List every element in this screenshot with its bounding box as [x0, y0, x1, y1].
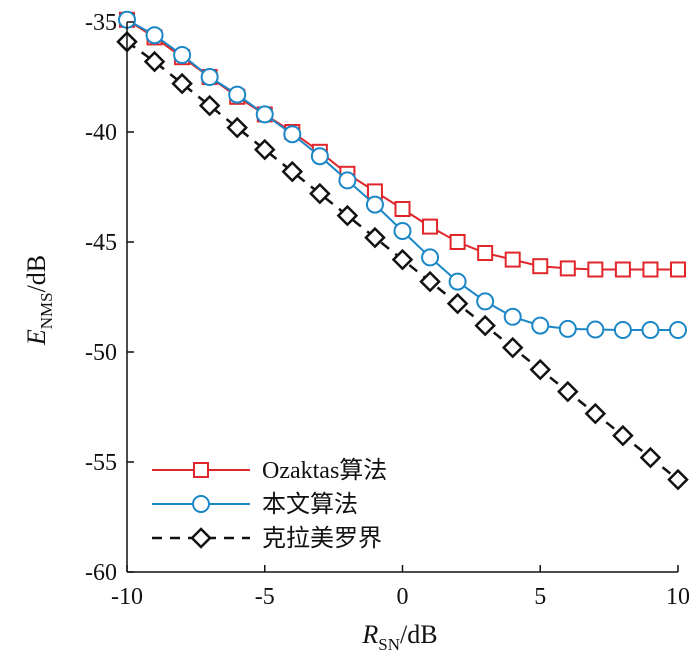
x-tick-label: 5: [534, 584, 546, 610]
data-point: [529, 358, 552, 381]
legend-marker: [190, 527, 212, 549]
legend-label: 克拉美罗界: [262, 525, 382, 552]
x-tick-label: -5: [255, 584, 275, 610]
data-point: [612, 424, 634, 447]
legend-label: Ozaktas算法: [262, 457, 387, 484]
y-tick-label: -45: [85, 230, 117, 256]
data-point: [639, 446, 662, 469]
data-point: [670, 261, 686, 278]
data-point: [422, 218, 439, 235]
data-point: [667, 468, 689, 491]
y-axis-title: ENMS/dB: [22, 255, 56, 346]
y-tick-label: -50: [85, 340, 117, 366]
data-point: [391, 248, 414, 271]
data-point: [641, 321, 660, 339]
data-point: [587, 261, 604, 278]
series-3: [116, 31, 689, 491]
data-point: [449, 234, 466, 250]
x-tick-label: 10: [666, 584, 690, 610]
data-point: [558, 319, 577, 338]
data-point: [474, 314, 496, 337]
legend-entry-1: Ozaktas算法: [152, 457, 387, 484]
data-point: [419, 270, 441, 293]
legend-marker: [192, 495, 210, 513]
data-point: [613, 321, 632, 339]
y-tick-label: -55: [85, 450, 117, 476]
data-point: [364, 226, 386, 249]
data-point: [394, 201, 411, 217]
data-point: [145, 26, 164, 45]
y-tick-label: -40: [85, 120, 117, 146]
axes: -35-40-45-50-55-60-10 -5 0 5 10: [85, 10, 690, 610]
data-point: [476, 292, 495, 311]
x-tick-label: 0: [397, 584, 409, 610]
data-point: [338, 171, 357, 190]
data-point: [143, 50, 166, 73]
legend-entry-2: 本文算法: [152, 491, 358, 518]
legend-marker: [193, 462, 209, 478]
data-point: [446, 292, 469, 315]
data-point: [584, 402, 607, 425]
data-point: [501, 336, 524, 359]
data-point: [281, 160, 304, 183]
data-point: [669, 321, 687, 339]
x-tick-label: -10: [111, 584, 143, 610]
data-point: [642, 261, 659, 278]
data-point: [255, 105, 274, 124]
data-point: [448, 272, 467, 291]
data-point: [198, 94, 221, 117]
data-point: [532, 258, 549, 275]
data-point: [421, 248, 440, 267]
data-point: [283, 125, 302, 144]
data-point: [586, 320, 605, 339]
data-point: [393, 222, 412, 240]
data-point: [503, 307, 522, 326]
series-2: [118, 10, 687, 339]
data-point: [531, 316, 550, 335]
data-point: [477, 245, 494, 261]
legend-entry-3: 克拉美罗界: [152, 525, 382, 552]
data-point: [504, 251, 521, 268]
data-point: [614, 261, 631, 278]
data-point: [365, 195, 384, 214]
data-point: [228, 85, 247, 104]
data-point: [226, 116, 248, 139]
x-axis-title: RSN/dB: [361, 620, 437, 654]
data-point: [309, 182, 331, 205]
legend-label: 本文算法: [262, 491, 358, 518]
y-tick-label: -35: [85, 10, 117, 36]
plot-area: [116, 10, 689, 491]
data-point: [171, 72, 193, 95]
data-point: [200, 68, 219, 86]
data-point: [173, 46, 192, 64]
y-tick-label: -60: [85, 560, 117, 586]
data-point: [557, 380, 579, 403]
data-point: [253, 138, 276, 161]
data-point: [310, 147, 329, 166]
data-point: [336, 204, 359, 227]
data-point: [559, 260, 576, 277]
series-line: [126, 18, 678, 331]
